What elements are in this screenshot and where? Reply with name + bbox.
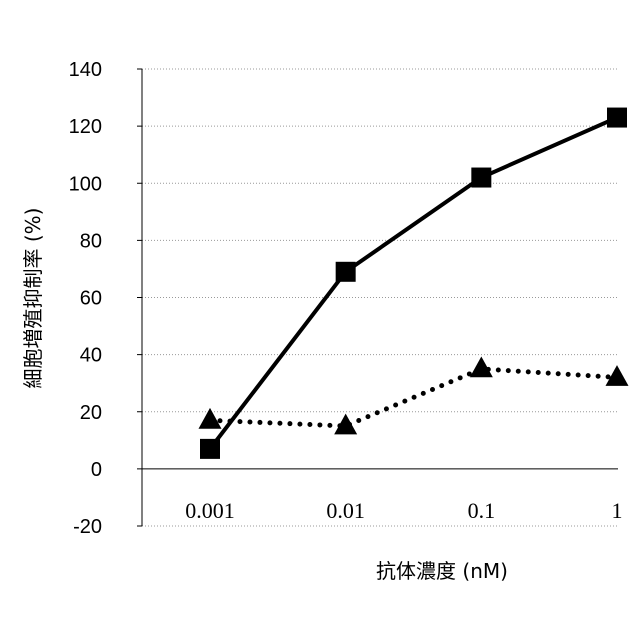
gridlines bbox=[142, 68, 618, 527]
x-tick-label: 1 bbox=[612, 498, 623, 523]
y-tick-label: -20 bbox=[73, 516, 102, 538]
series-2-point bbox=[334, 413, 358, 435]
y-tick-label: 120 bbox=[69, 116, 102, 138]
series-2-line bbox=[207, 366, 620, 429]
x-tick-label: 0.1 bbox=[468, 498, 496, 523]
series-1-line bbox=[208, 115, 618, 451]
y-tick-label: 100 bbox=[69, 173, 102, 195]
series-1-point bbox=[607, 107, 627, 128]
y-tick-label: 0 bbox=[91, 459, 102, 481]
y-tick-labels: 140 120 100 80 60 40 20 0 -20 bbox=[69, 59, 102, 538]
x-tick-label: 0.001 bbox=[185, 498, 235, 523]
y-tick-label: 40 bbox=[80, 345, 102, 367]
series-2-point bbox=[198, 407, 222, 429]
series bbox=[198, 107, 629, 459]
y-axis-title: 細胞増殖抑制率 (%) bbox=[21, 208, 45, 389]
axes bbox=[137, 68, 618, 527]
y-tick-label: 140 bbox=[69, 59, 102, 81]
x-axis-title: 抗体濃度 (nM) bbox=[376, 559, 508, 583]
x-tick-label: 0.01 bbox=[326, 498, 365, 523]
x-tick-labels: 0.001 0.01 0.1 1 bbox=[185, 498, 622, 523]
series-1-point bbox=[335, 261, 356, 282]
series-2-point bbox=[605, 365, 629, 386]
series-1-point bbox=[471, 167, 492, 188]
y-tick-label: 80 bbox=[80, 230, 102, 252]
y-tick-label: 60 bbox=[80, 288, 102, 310]
series-1-point bbox=[200, 438, 220, 459]
series-2-point bbox=[469, 356, 493, 378]
y-tick-label: 20 bbox=[80, 402, 102, 424]
